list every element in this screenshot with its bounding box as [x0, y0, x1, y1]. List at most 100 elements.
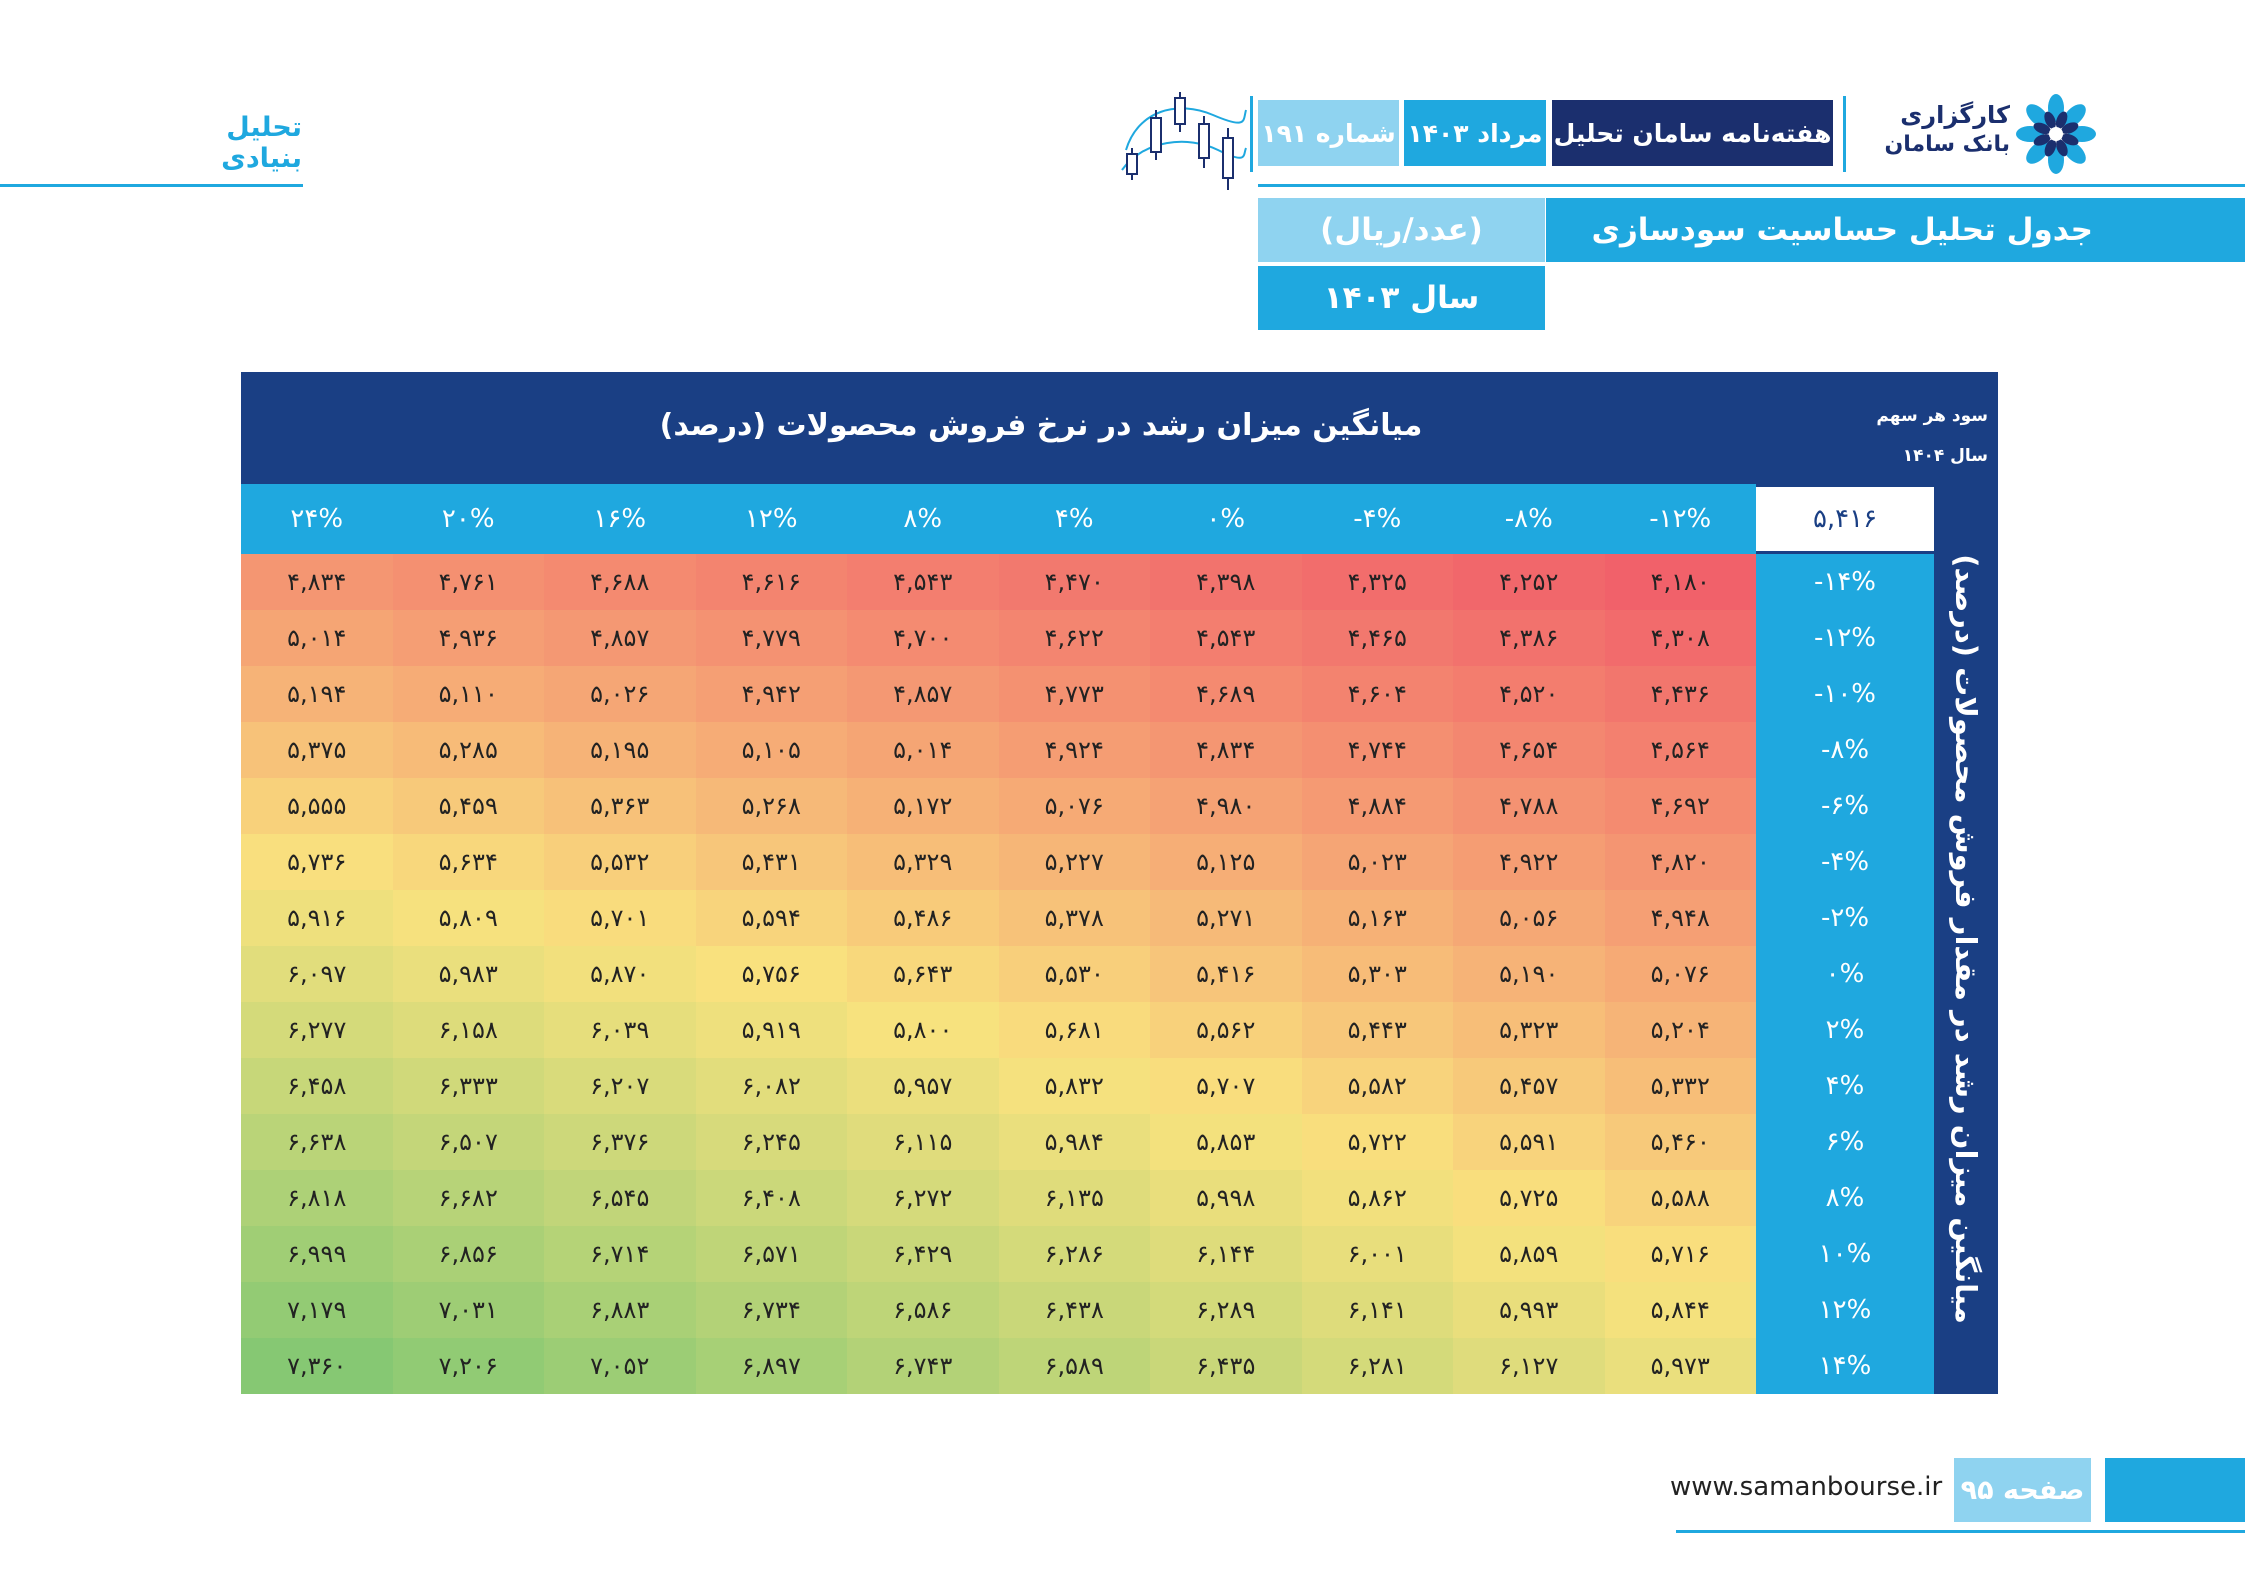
weekly-label: هفته‌نامه سامان تحلیل	[1552, 100, 1833, 166]
issue-number: شماره ۱۹۱	[1258, 100, 1399, 166]
table-cell: ۴,۹۴۲	[695, 666, 847, 722]
table-cell: ۴,۹۴۸	[1604, 890, 1756, 946]
column-header: ۱۶%	[544, 484, 696, 554]
table-cell: ۵,۴۳۱	[695, 834, 847, 890]
table-cell: ۴,۹۲۲	[1453, 834, 1605, 890]
table-cell: ۴,۴۶۵	[1301, 610, 1453, 666]
table-cell: ۵,۶۳۴	[392, 834, 544, 890]
column-header: ۰%	[1150, 484, 1302, 554]
table-cell: ۶,۲۷۲	[847, 1170, 999, 1226]
table-cell: ۴,۷۶۱	[392, 554, 544, 610]
table-cell: ۵,۳۲۹	[847, 834, 999, 890]
row-axis-title-text: میانگین میزان رشد در مقدار فروش محصولات …	[1949, 554, 1983, 1324]
table-cell: ۴,۶۱۶	[695, 554, 847, 610]
table-cell: ۵,۵۳۲	[544, 834, 696, 890]
table-cell: ۴,۳۹۸	[1150, 554, 1302, 610]
page-number: صفحه ۹۵	[1954, 1458, 2091, 1522]
table-cell: ۶,۱۱۵	[847, 1114, 999, 1170]
table-cell: ۶,۴۰۸	[695, 1170, 847, 1226]
table-cell: ۶,۰۹۷	[241, 946, 393, 1002]
table-cell: ۵,۲۲۷	[998, 834, 1150, 890]
table-cell: ۴,۴۷۰	[998, 554, 1150, 610]
table-cell: ۶,۰۰۱	[1301, 1226, 1453, 1282]
table-cell: ۵,۵۹۴	[695, 890, 847, 946]
table-cell: ۴,۵۶۴	[1604, 722, 1756, 778]
table-cell: ۵,۸۵۳	[1150, 1114, 1302, 1170]
table-cell: ۵,۵۸۲	[1301, 1058, 1453, 1114]
table-cell: ۷,۰۵۲	[544, 1338, 696, 1394]
column-axis-title: میانگین میزان رشد در نرخ فروش محصولات (د…	[659, 408, 1423, 443]
table-cell: ۵,۳۳۲	[1604, 1058, 1756, 1114]
table-cell: ۵,۸۶۲	[1301, 1170, 1453, 1226]
table-cell: ۴,۸۵۷	[847, 666, 999, 722]
header-left-rule	[0, 184, 303, 187]
table-cell: ۵,۳۰۳	[1301, 946, 1453, 1002]
table-cell: ۵,۹۸۳	[392, 946, 544, 1002]
table-cell: ۶,۳۳۳	[392, 1058, 544, 1114]
table-cell: ۵,۷۵۶	[695, 946, 847, 1002]
table-cell: ۵,۲۸۵	[392, 722, 544, 778]
table-cell: ۵,۰۲۳	[1301, 834, 1453, 890]
row-header: ۱۰%	[1756, 1226, 1934, 1282]
table-cell: ۵,۹۷۳	[1604, 1338, 1756, 1394]
table-cell: ۵,۷۰۷	[1150, 1058, 1302, 1114]
table-cell: ۴,۱۸۰	[1604, 554, 1756, 610]
issue-date: مرداد ۱۴۰۳	[1404, 100, 1546, 166]
row-header: ۲%	[1756, 1002, 1934, 1058]
table-cell: ۵,۷۲۵	[1453, 1170, 1605, 1226]
header-divider	[1843, 96, 1846, 172]
table-cell: ۶,۱۳۵	[998, 1170, 1150, 1226]
table-cell: ۵,۹۱۹	[695, 1002, 847, 1058]
table-cell: ۵,۷۳۶	[241, 834, 393, 890]
row-header: -۲%	[1756, 890, 1934, 946]
footer-website[interactable]: www.samanbourse.ir	[1670, 1472, 1943, 1502]
table-cell: ۵,۵۸۸	[1604, 1170, 1756, 1226]
table-cell: ۶,۴۵۸	[241, 1058, 393, 1114]
row-header: ۱۴%	[1756, 1338, 1934, 1394]
table-cell: ۶,۱۴۴	[1150, 1226, 1302, 1282]
table-cell: ۴,۶۰۴	[1301, 666, 1453, 722]
column-header: ۴%	[998, 484, 1150, 554]
row-header: -۱۲%	[1756, 610, 1934, 666]
header-right-rule	[1258, 184, 2245, 187]
table-cell: ۶,۴۲۹	[847, 1226, 999, 1282]
row-header: -۱۴%	[1756, 554, 1934, 610]
table-cell: ۴,۸۳۴	[1150, 722, 1302, 778]
table-cell: ۵,۹۸۴	[998, 1114, 1150, 1170]
table-cell: ۵,۷۱۶	[1604, 1226, 1756, 1282]
column-header: ۱۲%	[695, 484, 847, 554]
table-cell: ۶,۲۸۹	[1150, 1282, 1302, 1338]
table-cell: ۵,۸۰۹	[392, 890, 544, 946]
table-cell: ۴,۸۵۷	[544, 610, 696, 666]
table-cell: ۷,۰۳۱	[392, 1282, 544, 1338]
row-header: ۰%	[1756, 946, 1934, 1002]
table-cell: ۶,۶۸۲	[392, 1170, 544, 1226]
table-cell: ۶,۴۳۵	[1150, 1338, 1302, 1394]
table-cell: ۶,۸۹۷	[695, 1338, 847, 1394]
table-cell: ۴,۶۵۴	[1453, 722, 1605, 778]
table-cell: ۶,۸۸۳	[544, 1282, 696, 1338]
table-cell: ۵,۱۱۰	[392, 666, 544, 722]
table-cell: ۵,۳۶۳	[544, 778, 696, 834]
column-header: -۴%	[1301, 484, 1453, 554]
table-cell: ۴,۷۷۳	[998, 666, 1150, 722]
table-cell: ۴,۸۲۰	[1604, 834, 1756, 890]
table-cell: ۵,۱۹۴	[241, 666, 393, 722]
table-header-band: میانگین میزان رشد در نرخ فروش محصولات (د…	[241, 372, 1998, 484]
year-label: سال ۱۴۰۳	[1258, 266, 1545, 330]
table-cell: ۴,۵۴۳	[847, 554, 999, 610]
table-cell: ۴,۸۳۴	[241, 554, 393, 610]
row-header: ۸%	[1756, 1170, 1934, 1226]
table-cell: ۶,۰۸۲	[695, 1058, 847, 1114]
row-header: -۱۰%	[1756, 666, 1934, 722]
table-cell: ۵,۴۶۰	[1604, 1114, 1756, 1170]
table-cell: ۶,۱۲۷	[1453, 1338, 1605, 1394]
table-cell: ۴,۷۴۴	[1301, 722, 1453, 778]
table-cell: ۵,۱۹۵	[544, 722, 696, 778]
table-cell: ۴,۹۲۴	[998, 722, 1150, 778]
table-cell: ۵,۵۹۱	[1453, 1114, 1605, 1170]
table-cell: ۵,۱۰۵	[695, 722, 847, 778]
table-cell: ۶,۵۰۷	[392, 1114, 544, 1170]
row-header: -۶%	[1756, 778, 1934, 834]
footer-accent-bar	[2105, 1458, 2245, 1522]
